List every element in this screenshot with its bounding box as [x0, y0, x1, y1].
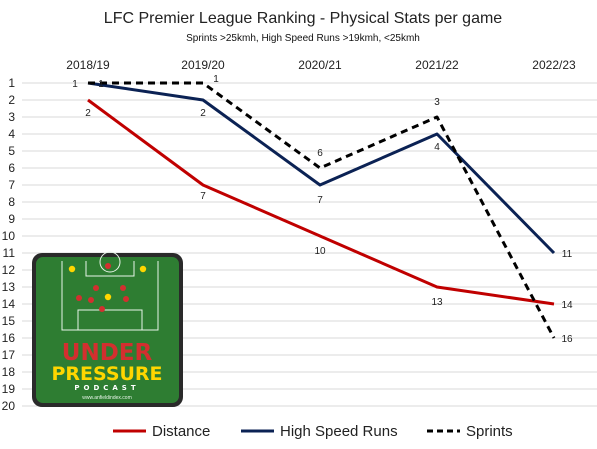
legend: Distance High Speed Runs Sprints [113, 423, 513, 440]
data-label: 11 [562, 249, 573, 260]
x-tick-label: 2022/23 [532, 58, 576, 72]
logo-line-1: UNDER [62, 340, 153, 366]
y-tick-label: 14 [2, 297, 16, 311]
y-tick-label: 11 [3, 246, 16, 260]
legend-label-sprints: Sprints [466, 423, 513, 440]
data-label: 10 [314, 246, 326, 257]
player-markers [68, 263, 147, 312]
series-lines [87, 81, 556, 339]
data-label: 1 [72, 79, 78, 90]
logo-line-3: PODCAST [74, 384, 139, 392]
data-label: 1 [98, 79, 104, 90]
y-tick-label: 6 [8, 161, 15, 175]
series-line-high-speed-runs [87, 81, 556, 255]
y-tick-label: 10 [2, 229, 16, 243]
data-label: 16 [561, 334, 573, 345]
y-tick-label: 2 [8, 93, 15, 107]
y-tick-label: 8 [8, 195, 15, 209]
x-tick-label: 2019/20 [181, 58, 225, 72]
series-line-sprints [88, 81, 556, 339]
y-tick-label: 18 [2, 365, 16, 379]
y-tick-label: 1 [8, 76, 15, 90]
logo-line-2: PRESSURE [51, 363, 162, 385]
y-tick-label: 12 [2, 263, 16, 277]
y-tick-label: 3 [8, 110, 15, 124]
x-tick-label: 2021/22 [415, 58, 459, 72]
legend-label-distance: Distance [152, 423, 210, 440]
pitch-icon [61, 251, 159, 331]
y-tick-label: 16 [2, 331, 16, 345]
data-label: 2 [200, 108, 206, 119]
data-label: 13 [431, 297, 443, 308]
data-label: 1 [213, 74, 219, 85]
y-tick-label: 4 [8, 127, 15, 141]
y-tick-label: 13 [2, 280, 16, 294]
data-label: 2 [85, 108, 91, 119]
data-label: 6 [317, 148, 323, 159]
chart-subtitle: Sprints >25kmh, High Speed Runs >19kmh, … [186, 33, 420, 44]
data-label: 3 [434, 97, 440, 108]
y-tick-label: 7 [8, 178, 15, 192]
series-line-distance [87, 98, 555, 306]
y-tick-label: 19 [2, 382, 16, 396]
data-label: 7 [317, 195, 323, 206]
y-tick-label: 15 [2, 314, 16, 328]
data-label: 14 [561, 300, 573, 311]
x-tick-label: 2018/19 [66, 58, 110, 72]
y-tick-label: 5 [8, 144, 15, 158]
x-axis: 2018/19 2019/20 2020/21 2021/22 2022/23 [66, 58, 576, 72]
y-tick-label: 20 [2, 399, 16, 413]
chart-title: LFC Premier League Ranking - Physical St… [104, 10, 503, 27]
data-label: 4 [434, 142, 440, 153]
data-label: 7 [200, 191, 206, 202]
logo-url: www.anfieldindex.com [82, 395, 131, 401]
y-tick-label: 17 [2, 348, 16, 362]
x-tick-label: 2020/21 [298, 58, 342, 72]
under-pressure-podcast-logo: UNDER PRESSURE PODCAST www.anfieldindex.… [32, 251, 183, 407]
y-tick-label: 9 [8, 212, 15, 226]
legend-label-high-speed-runs: High Speed Runs [280, 423, 398, 440]
